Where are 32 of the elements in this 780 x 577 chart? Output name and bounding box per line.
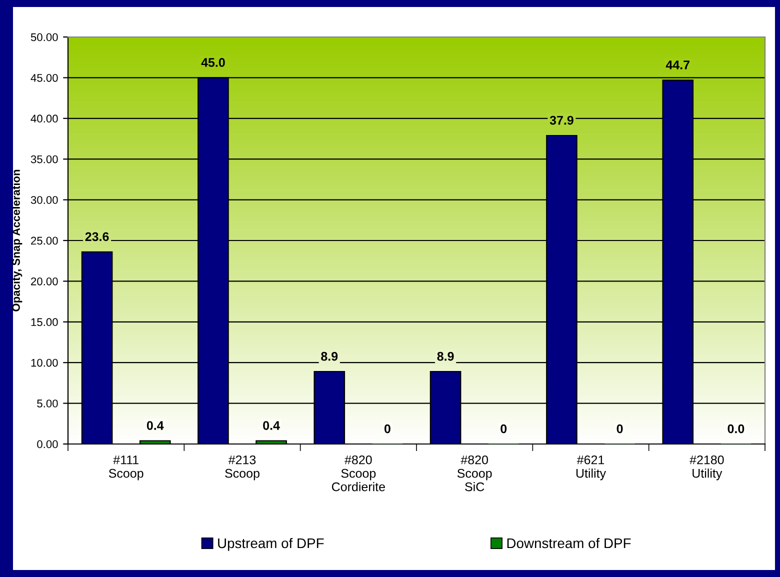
y-tick-label: 15.00 — [31, 318, 58, 326]
y-tick-label: 10.00 — [31, 358, 58, 367]
data-label: 0.4 — [263, 421, 280, 430]
y-tick-label: 5.00 — [37, 400, 58, 408]
data-label: 0.0 — [728, 424, 744, 434]
data-label: 45.0 — [201, 58, 225, 67]
data-label: 0 — [384, 424, 390, 434]
y-tick-label: 30.00 — [30, 196, 58, 204]
data-label: 23.6 — [85, 232, 109, 242]
data-label: 8.9 — [437, 352, 454, 361]
data-label: 0.4 — [146, 421, 164, 430]
x-tick-label: #621 Utility — [576, 455, 606, 480]
y-tick-label: 0.00 — [37, 440, 58, 448]
y-tick-label: 35.00 — [30, 155, 58, 164]
data-label: 37.9 — [550, 116, 574, 125]
y-tick-label: 40.00 — [30, 114, 58, 123]
y-tick-label: 50.00 — [30, 33, 58, 42]
y-tick-label: 25.00 — [31, 236, 58, 245]
y-tick-label: 45.00 — [30, 74, 58, 82]
legend-label: Downstream of DPF — [507, 538, 631, 548]
x-tick-label: #213 Scoop — [225, 455, 260, 480]
y-axis-title: Opacity, Snap Acceleration — [12, 170, 22, 312]
legend-label: Upstream of DPF — [218, 538, 324, 551]
x-tick-label: #111 Scoop — [108, 456, 144, 480]
data-label: 8.9 — [321, 352, 338, 361]
x-tick-label: #820 Scoop SiC — [457, 455, 492, 492]
data-label: 0 — [616, 424, 623, 434]
x-tick-label: #820 Scoop Cordierite — [332, 455, 385, 492]
data-label: 0 — [500, 424, 507, 434]
y-tick-label: 20.00 — [31, 277, 58, 286]
data-label: 44.7 — [666, 60, 690, 70]
x-tick-label: #2180 Utility — [690, 455, 724, 480]
